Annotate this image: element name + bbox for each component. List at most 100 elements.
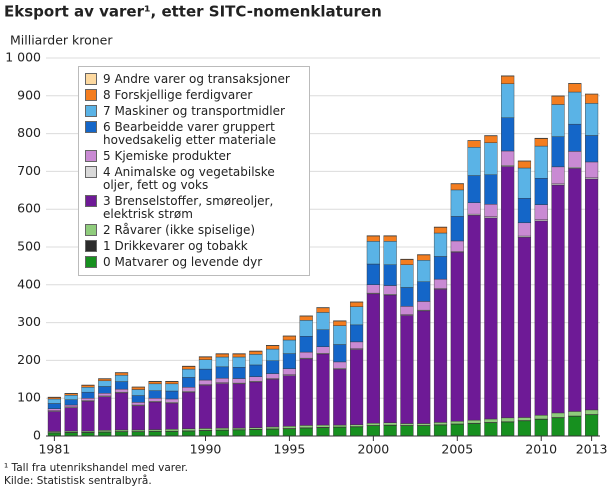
bar-segment (182, 366, 196, 370)
bar-segment (47, 398, 61, 404)
bar-segment (182, 428, 196, 431)
bar-segment (198, 356, 213, 360)
bar-segment (64, 394, 78, 400)
bar-segment (114, 392, 129, 431)
bar-segment (81, 391, 95, 399)
bar-segment (165, 428, 179, 432)
bar-segment (232, 356, 246, 368)
bar-segment (501, 75, 515, 84)
bar-segment (165, 383, 179, 392)
bar-segment (450, 183, 464, 191)
bar-segment (585, 409, 599, 415)
legend-item: 7 Maskiner og transportmidler (85, 105, 303, 118)
legend-label: 3 Brenselstoffer, smøreoljer, elektrisk … (103, 194, 274, 221)
legend-item: 8 Forskjellige ferdigvarer (85, 89, 303, 102)
bar-segment (501, 166, 515, 419)
bar-segment (501, 150, 515, 166)
bar-segment (232, 353, 246, 358)
bar-segment (47, 403, 61, 409)
chart-title: Eksport av varer¹, etter SITC-nomenklatu… (4, 3, 382, 21)
bar-segment (64, 393, 78, 396)
bar-segment (47, 397, 61, 400)
x-tick-label: 1981 (38, 442, 70, 457)
bar-segment (131, 395, 145, 403)
bar-segment (366, 263, 380, 286)
bar-segment (534, 138, 548, 147)
bar-segment (165, 390, 179, 400)
bar-segment (198, 385, 213, 429)
legend-label: 8 Forskjellige ferdigvarer (103, 88, 253, 102)
bar-segment (316, 427, 330, 437)
bar-segment (98, 396, 112, 431)
bar-segment (551, 166, 565, 185)
bar-segment (433, 422, 448, 425)
bar-segment (534, 204, 548, 220)
bar-segment (551, 95, 565, 105)
bar-segment (81, 432, 95, 437)
bar-segment (450, 189, 464, 217)
bar-segment (400, 287, 414, 307)
bar-segment (534, 415, 548, 420)
bar-segment (316, 346, 330, 354)
legend-swatch (85, 224, 97, 236)
bar-segment (585, 135, 599, 163)
bar-segment (47, 411, 61, 432)
bar-segment (349, 349, 364, 425)
bar-segment (333, 361, 347, 369)
bar-segment (433, 256, 448, 280)
legend-label: 1 Drikkevarer og tobakk (103, 239, 248, 253)
bar-segment (383, 264, 397, 286)
bar-segment (551, 417, 565, 437)
bar-segment (299, 315, 313, 321)
bar-segment (249, 427, 263, 430)
bar-segment (81, 401, 95, 432)
x-tick-label: 1995 (274, 442, 306, 457)
bar-segment (534, 145, 548, 179)
bar-segment (47, 408, 61, 411)
bar-segment (417, 310, 431, 424)
legend-label: 9 Andre varer og transaksjoner (103, 72, 290, 86)
bar-segment (417, 301, 431, 311)
legend-label: 2 Råvarer (ikke spiselige) (103, 223, 256, 237)
legend-label: 6 Bearbeidde varer gruppert hovedsakelig… (103, 120, 277, 147)
bar-segment (366, 241, 380, 265)
legend-swatch (85, 121, 97, 133)
bar-segment (98, 378, 112, 382)
x-tick-label: 1990 (190, 442, 222, 457)
y-tick-label: 200 (17, 352, 41, 367)
bar-segment (232, 378, 246, 384)
bar-segment (232, 427, 246, 430)
legend-swatch (85, 105, 97, 117)
bar-segment (249, 351, 263, 355)
bar-segment (98, 393, 112, 397)
bar-segment (198, 430, 213, 437)
bar-segment (366, 422, 380, 426)
bar-segment (450, 216, 464, 242)
bar-segment (148, 390, 162, 399)
bar-segment (182, 387, 196, 392)
bar-segment (299, 336, 313, 353)
bar-segment (215, 383, 229, 429)
bar-segment (148, 429, 162, 432)
bar-segment (282, 368, 297, 375)
bar-segment (316, 329, 330, 347)
bar-segment (467, 423, 481, 437)
bar-segment (215, 427, 229, 431)
bar-segment (433, 278, 448, 289)
bar-segment (249, 381, 263, 428)
bar-segment (81, 387, 95, 393)
y-axis-label: Milliarder kroner (10, 33, 113, 48)
bar-segment (316, 312, 330, 330)
bar-segment (114, 374, 129, 382)
bar-segment (282, 353, 297, 369)
bar-segment (98, 430, 112, 433)
y-tick-label: 0 (33, 428, 41, 443)
bar-segment (534, 178, 548, 205)
bar-segment (551, 136, 565, 168)
bar-segment (501, 83, 515, 118)
bar-segment (165, 398, 179, 403)
bar-segment (349, 426, 364, 437)
bar-segment (64, 432, 78, 437)
